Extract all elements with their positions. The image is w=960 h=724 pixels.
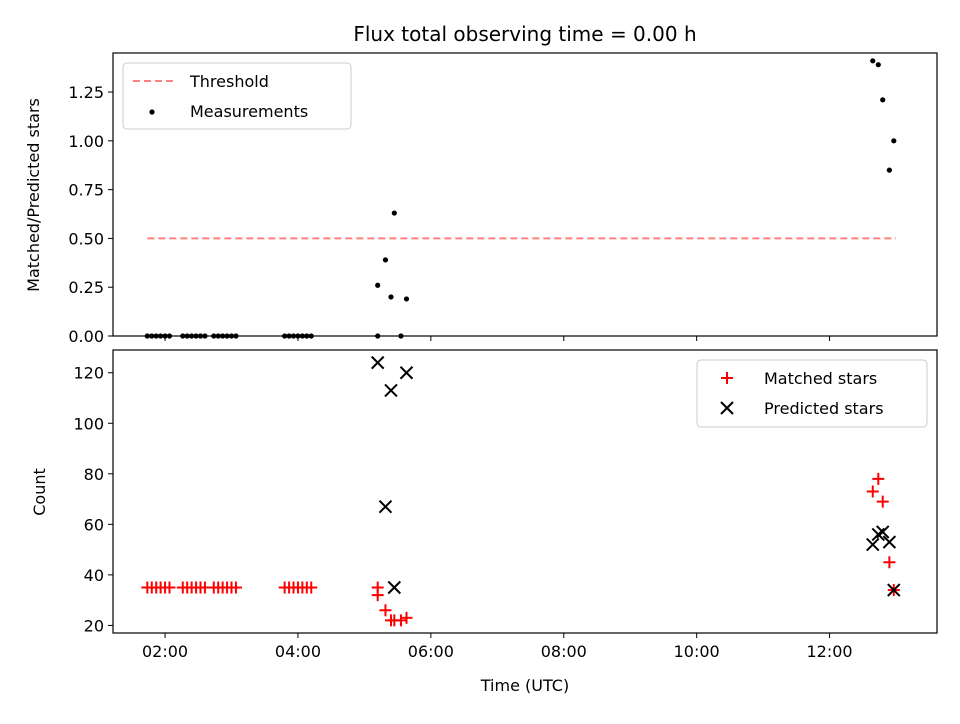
- matched-stars-point: [876, 495, 889, 508]
- predicted-stars-point: [384, 383, 398, 398]
- x-axis-label: Time (UTC): [480, 676, 569, 695]
- matched-stars-point: [394, 614, 407, 627]
- measurements-point: [875, 62, 881, 68]
- measurements-legend-label: Measurements: [190, 102, 308, 121]
- predicted-stars-point: [887, 583, 901, 597]
- top-y-tick-label: 0.75: [68, 181, 104, 200]
- measurements-point: [891, 138, 897, 144]
- bottom-y-tick-label: 40: [84, 566, 104, 585]
- threshold-legend-label: Threshold: [189, 72, 269, 91]
- measurements-point: [375, 282, 381, 288]
- matched-stars-point: [883, 556, 896, 569]
- top-y-tick-label: 0.50: [68, 229, 104, 248]
- matched-stars-legend-swatch: [721, 372, 733, 384]
- measurements-point: [880, 97, 886, 103]
- matched-stars-point: [371, 589, 384, 602]
- x-tick-label: 08:00: [541, 642, 587, 661]
- matched-stars-legend-label: Matched stars: [764, 369, 877, 388]
- top-y-tick-label: 0.25: [68, 278, 104, 297]
- measurements-point: [382, 257, 389, 263]
- matched-stars-point: [400, 611, 413, 624]
- bottom-legend: Matched stars Predicted stars: [696, 359, 928, 428]
- measurements-point: [870, 58, 876, 64]
- predicted-stars-point: [866, 537, 880, 552]
- matched-stars-point: [305, 581, 318, 594]
- predicted-stars-point: [387, 580, 402, 595]
- chart-title: Flux total observing time = 0.00 h: [353, 22, 696, 46]
- top-legend: Threshold Measurements: [122, 62, 352, 130]
- x-tick-label: 02:00: [142, 642, 188, 661]
- predicted-stars-point: [378, 499, 393, 514]
- measurements-point: [403, 296, 410, 302]
- x-tick-label: 10:00: [674, 642, 720, 661]
- predicted-stars-legend-swatch: [720, 401, 734, 415]
- top-y-tick-label: 1.25: [68, 83, 104, 102]
- top-panel: 0.00 0.25 0.50 0.75 1.00 1.25 Matched/Predict…: [24, 52, 938, 346]
- measurements-legend-swatch: [149, 109, 155, 115]
- measurements-point: [886, 167, 892, 173]
- bottom-y-tick-label: 100: [73, 414, 104, 433]
- bottom-panel-frame: [112, 349, 938, 634]
- measurements-point: [391, 210, 397, 216]
- bottom-y-tick-label: 80: [84, 465, 104, 484]
- bottom-legend-frame: [696, 359, 928, 428]
- predicted-stars-legend-label: Predicted stars: [764, 399, 884, 418]
- top-y-tick-label: 1.00: [68, 132, 104, 151]
- bottom-panel: 20 40 60 80 100 120 02:00 04:00 06:00 08:00 10:00 1…: [30, 349, 938, 661]
- matched-stars-point: [866, 485, 879, 498]
- top-y-tick-label: 0.00: [68, 327, 104, 346]
- top-panel-frame: [112, 52, 938, 337]
- matched-stars-point: [379, 604, 392, 617]
- predicted-stars-point: [882, 535, 897, 549]
- matched-stars-point: [872, 472, 885, 485]
- bottom-y-tick-label: 60: [84, 515, 104, 534]
- x-tick-label: 04:00: [275, 642, 321, 661]
- measurements-point: [388, 294, 394, 300]
- bottom-y-tick-label: 20: [84, 616, 104, 635]
- bottom-y-axis-label: Count: [30, 468, 49, 516]
- x-tick-label: 06:00: [408, 642, 454, 661]
- matched-stars-point: [163, 581, 176, 594]
- predicted-stars-point: [370, 355, 385, 370]
- predicted-stars-point: [399, 366, 414, 380]
- x-tick-label: 12:00: [807, 642, 853, 661]
- top-y-axis-label: Matched/Predicted stars: [24, 98, 43, 292]
- predicted-stars-point: [876, 525, 890, 539]
- top-legend-frame: [122, 62, 352, 130]
- bottom-y-tick-label: 120: [73, 364, 104, 383]
- matched-stars-point: [229, 581, 242, 594]
